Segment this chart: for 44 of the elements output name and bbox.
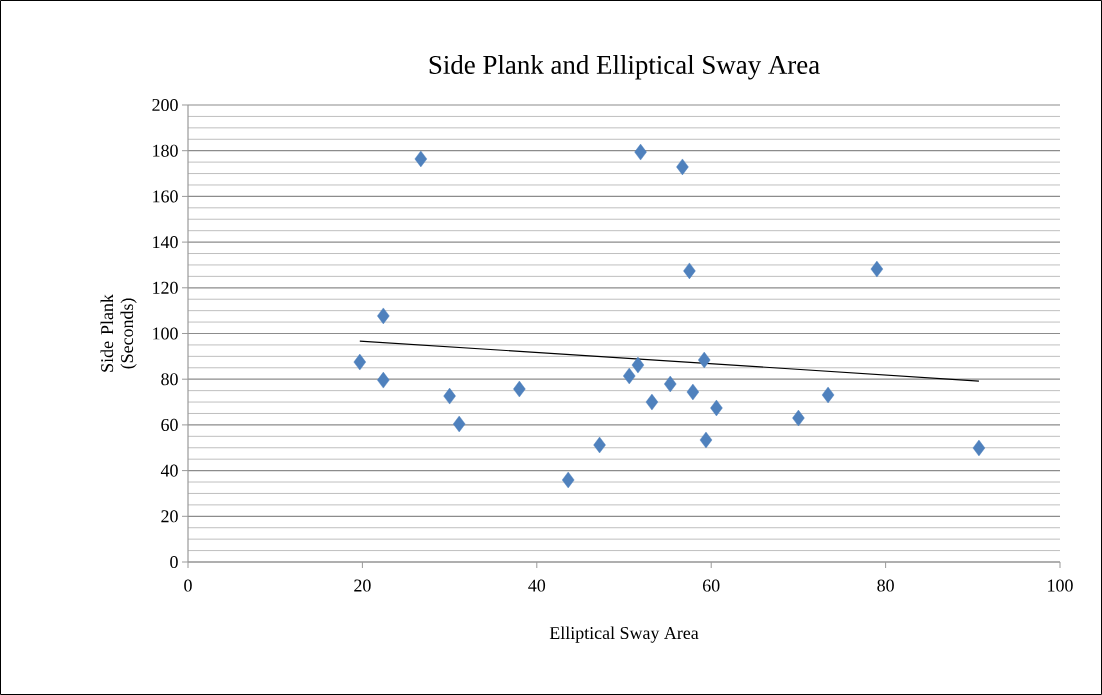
y-tick-label: 120 <box>153 281 178 294</box>
y-tick-label: 160 <box>153 190 178 203</box>
point <box>453 415 466 433</box>
x-tick-label: 100 <box>1048 579 1073 592</box>
point <box>634 143 647 161</box>
x-tick-label: 40 <box>528 579 546 592</box>
x-tick-label: 0 <box>184 579 192 592</box>
point <box>513 380 526 398</box>
point <box>377 371 390 389</box>
point <box>623 367 636 385</box>
x-axis-title: Elliptical Sway Area <box>549 626 699 643</box>
point <box>377 307 390 325</box>
y-tick-label: 60 <box>161 418 178 431</box>
point <box>972 439 986 457</box>
x-tick-label: 60 <box>703 579 720 592</box>
point <box>683 262 696 280</box>
point <box>686 383 700 401</box>
point <box>699 431 713 449</box>
chart-title: Side Plank and Elliptical Sway Area <box>429 55 820 80</box>
x-tick-label: 80 <box>877 579 894 592</box>
point <box>698 351 711 369</box>
point <box>710 399 723 417</box>
point <box>414 150 428 168</box>
point <box>593 436 606 454</box>
point <box>821 386 835 404</box>
y-axis-title: Side Plank (Seconds) <box>100 294 137 372</box>
point <box>443 387 456 405</box>
y-tick-label: 20 <box>161 510 178 523</box>
point <box>792 409 805 427</box>
point <box>870 260 884 278</box>
point <box>631 356 645 374</box>
point <box>676 158 689 176</box>
y-tick-label: 180 <box>153 144 178 157</box>
point <box>645 393 659 411</box>
y-tick-label: 100 <box>153 327 178 340</box>
point <box>353 353 366 371</box>
y-tick-label: 0 <box>170 555 178 569</box>
x-tick-label: 20 <box>354 579 371 592</box>
y-tick-label: 80 <box>161 373 178 386</box>
y-tick-label: 40 <box>160 464 178 477</box>
y-tick-label: 140 <box>153 236 178 249</box>
y-tick-label: 200 <box>152 98 178 112</box>
point <box>664 375 677 393</box>
point <box>562 471 575 489</box>
